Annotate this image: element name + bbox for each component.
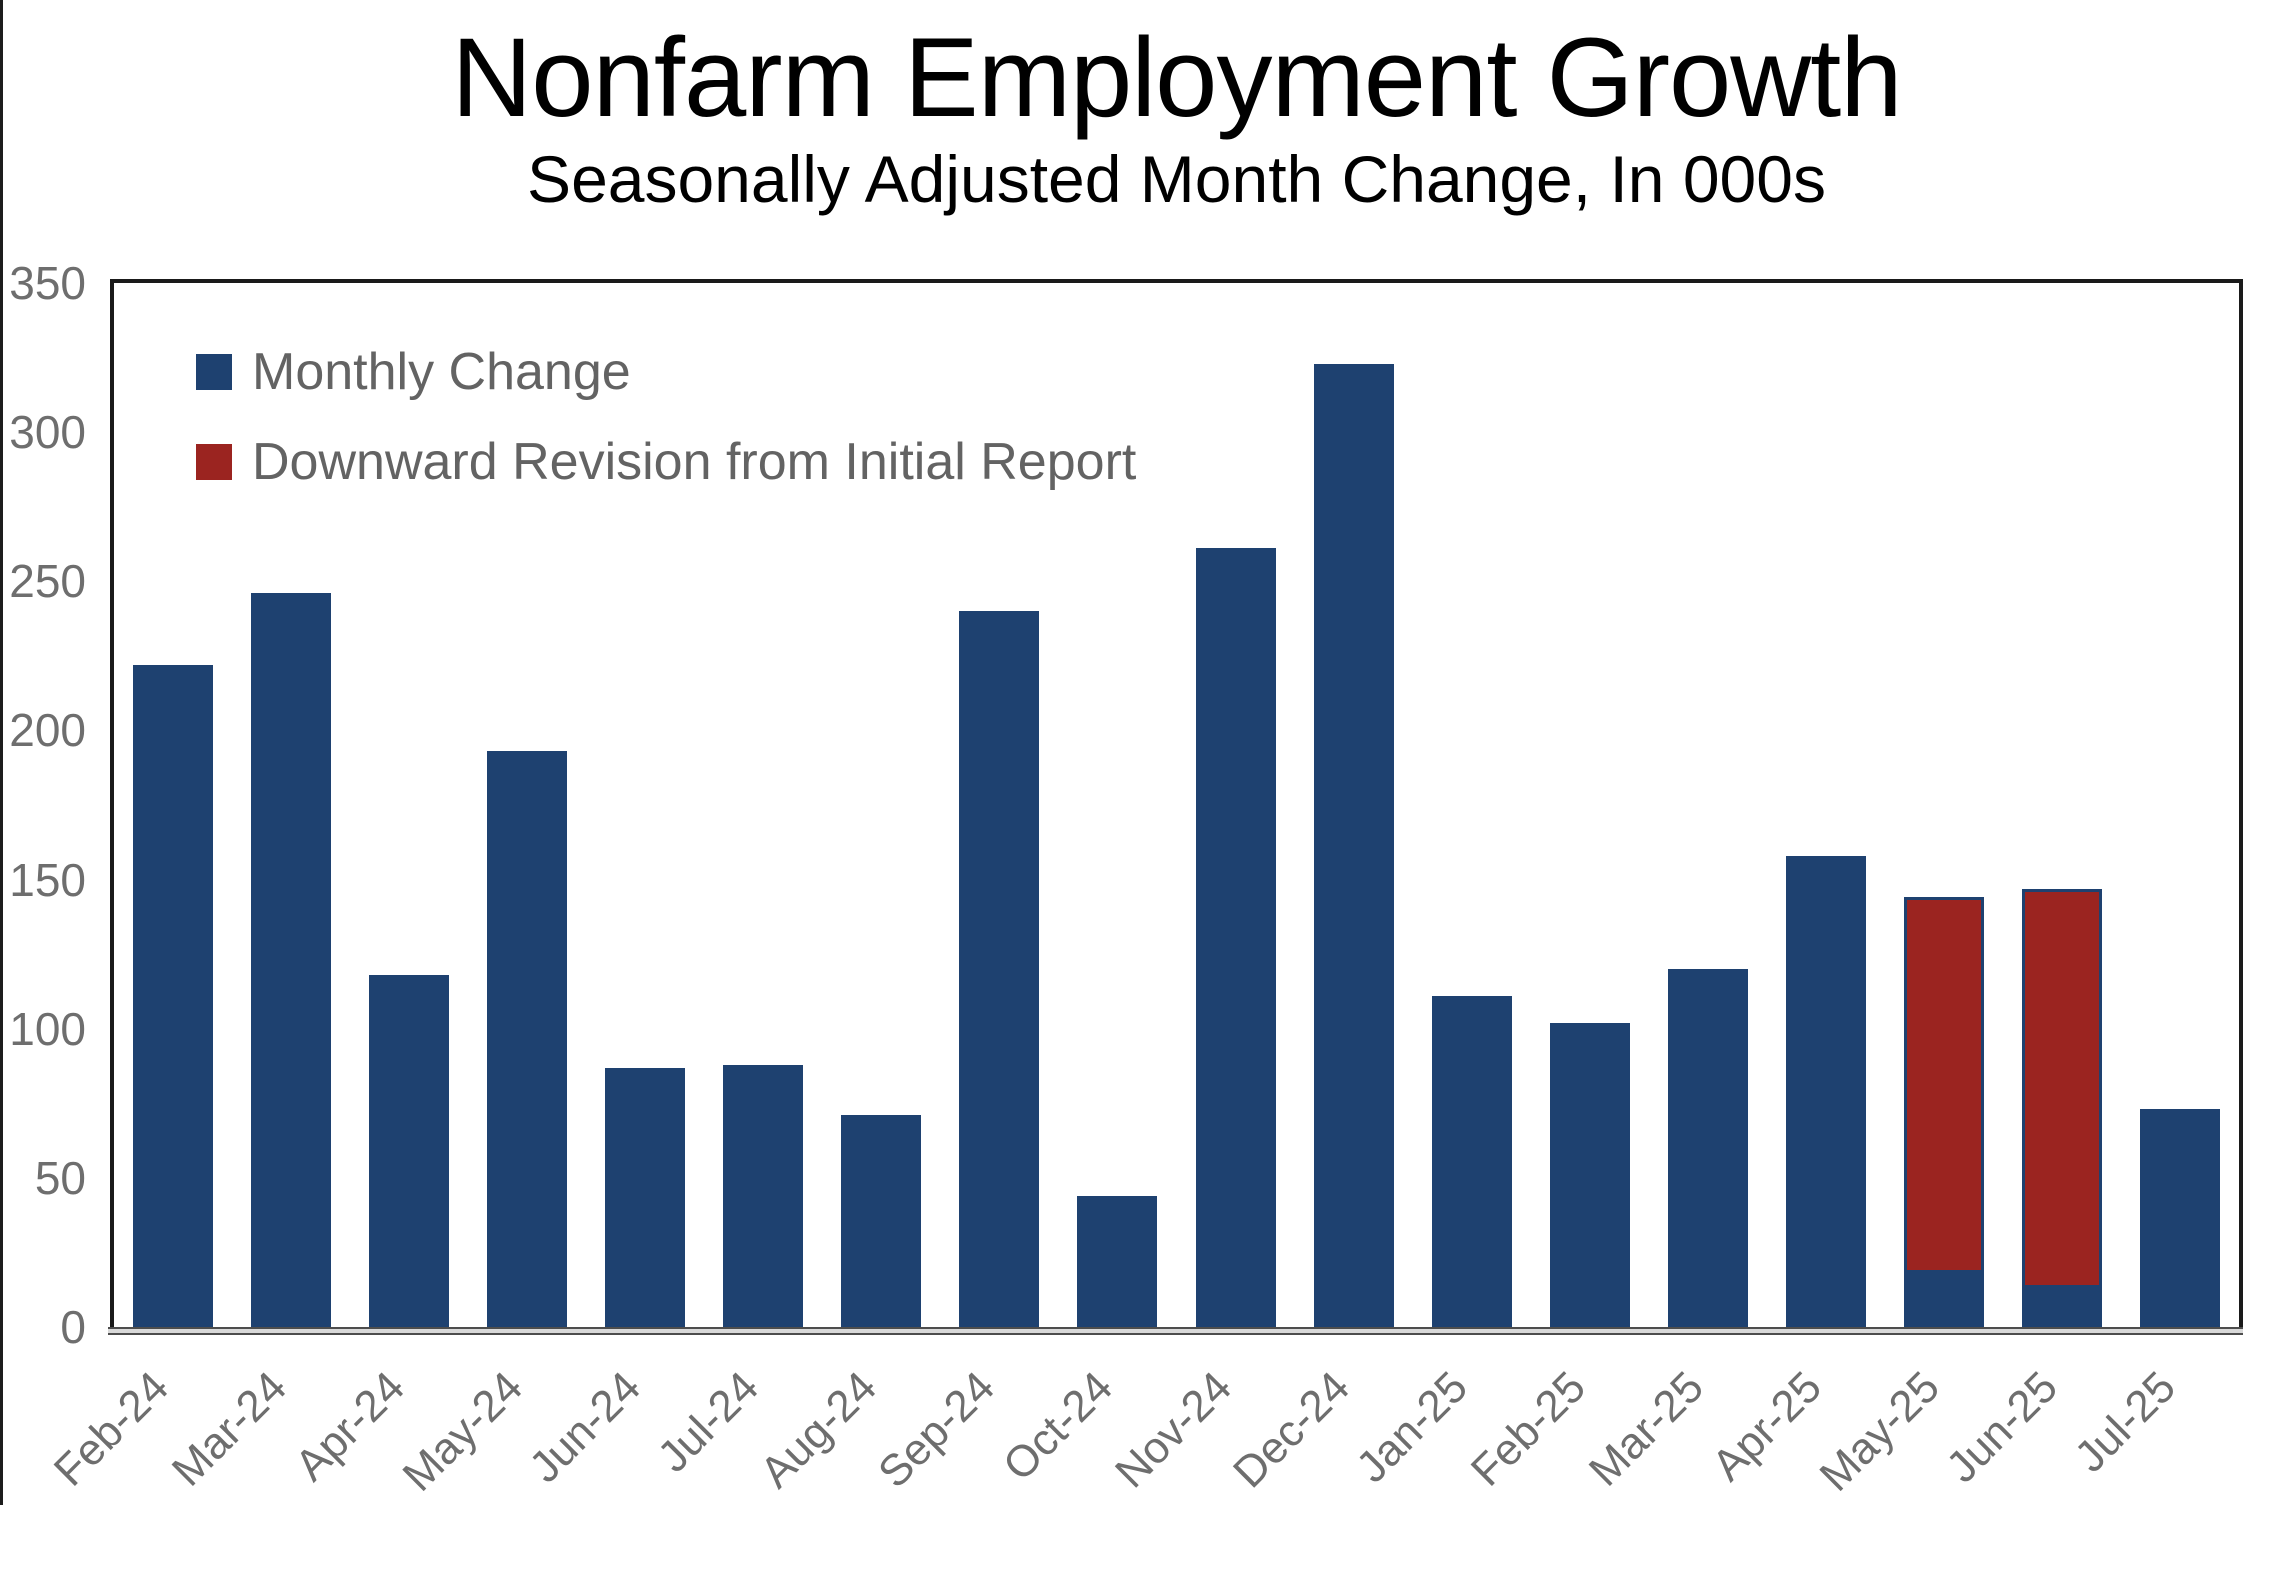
y-tick-label-350: 350	[9, 257, 86, 309]
bar-dec-24	[1313, 363, 1394, 1327]
bar-segment-monthly-change	[133, 664, 214, 1327]
legend-label: Monthly Change	[252, 343, 631, 401]
bar-may-24	[487, 751, 568, 1327]
y-tick-label-100: 100	[9, 1002, 86, 1055]
bar-jun-25	[2021, 888, 2102, 1327]
y-tick-label-50: 50	[34, 1151, 86, 1204]
x-axis-line	[108, 1327, 2243, 1335]
bar-segment-monthly-change	[723, 1064, 804, 1327]
bar-segment-monthly-change	[369, 975, 450, 1327]
y-tick-label-150: 150	[9, 853, 86, 906]
legend-item-downward-revision: Downward Revision from Initial Report	[196, 433, 1137, 491]
bar-segment-monthly-change	[1549, 1022, 1630, 1327]
bar-segment-monthly-change	[1785, 855, 1866, 1327]
bar-aug-24	[841, 1115, 922, 1327]
bar-nov-24	[1195, 548, 1276, 1327]
chart-subtitle: Seasonally Adjusted Month Change, In 000…	[527, 142, 1826, 216]
legend-swatch-red-icon	[196, 444, 232, 480]
bar-segment-monthly-change	[1313, 363, 1394, 1327]
y-tick-label-200: 200	[9, 704, 86, 757]
bar-segment-monthly-change	[1667, 969, 1748, 1327]
plot-area	[108, 279, 2243, 1335]
bar-jan-25	[1431, 995, 1512, 1327]
bar-mar-24	[251, 593, 332, 1327]
chart-header: Nonfarm Employment Growth Seasonally Adj…	[110, 15, 2243, 217]
legend-label: Downward Revision from Initial Report	[252, 433, 1137, 491]
bar-segment-downward-revision	[2021, 888, 2102, 1286]
y-tick-label-300: 300	[9, 406, 86, 459]
bar-mar-25	[1667, 969, 1748, 1327]
bar-segment-monthly-change	[487, 751, 568, 1327]
y-tick-label-250: 250	[9, 555, 86, 608]
bar-sep-24	[959, 611, 1040, 1327]
legend: Monthly Change Downward Revision from In…	[196, 343, 1137, 532]
bar-segment-monthly-change	[959, 611, 1040, 1327]
bar-jul-25	[2139, 1109, 2220, 1327]
chart-title: Nonfarm Employment Growth	[451, 15, 1902, 140]
bar-jun-24	[605, 1067, 686, 1327]
bar-segment-monthly-change	[605, 1067, 686, 1327]
bar-segment-monthly-change	[2139, 1109, 2220, 1327]
bar-feb-24	[133, 664, 214, 1327]
bar-segment-downward-revision	[1903, 897, 1984, 1271]
bar-segment-monthly-change	[1195, 548, 1276, 1327]
legend-item-monthly-change: Monthly Change	[196, 343, 1136, 401]
bar-apr-25	[1785, 855, 1866, 1327]
bar-segment-monthly-change	[2021, 1285, 2102, 1327]
bar-apr-24	[369, 975, 450, 1327]
y-tick-label-0: 0	[60, 1301, 86, 1353]
bar-may-25	[1903, 897, 1984, 1327]
bar-segment-monthly-change	[1077, 1195, 1158, 1327]
legend-swatch-blue-icon	[196, 354, 232, 390]
bar-feb-25	[1549, 1022, 1630, 1327]
bar-jul-24	[723, 1064, 804, 1327]
bar-segment-monthly-change	[1431, 995, 1512, 1327]
bar-oct-24	[1077, 1195, 1158, 1327]
bar-segment-monthly-change	[841, 1115, 922, 1327]
bar-segment-monthly-change	[251, 593, 332, 1327]
bar-segment-monthly-change	[1903, 1270, 1984, 1327]
screenshot-left-edge	[0, 0, 3, 1505]
